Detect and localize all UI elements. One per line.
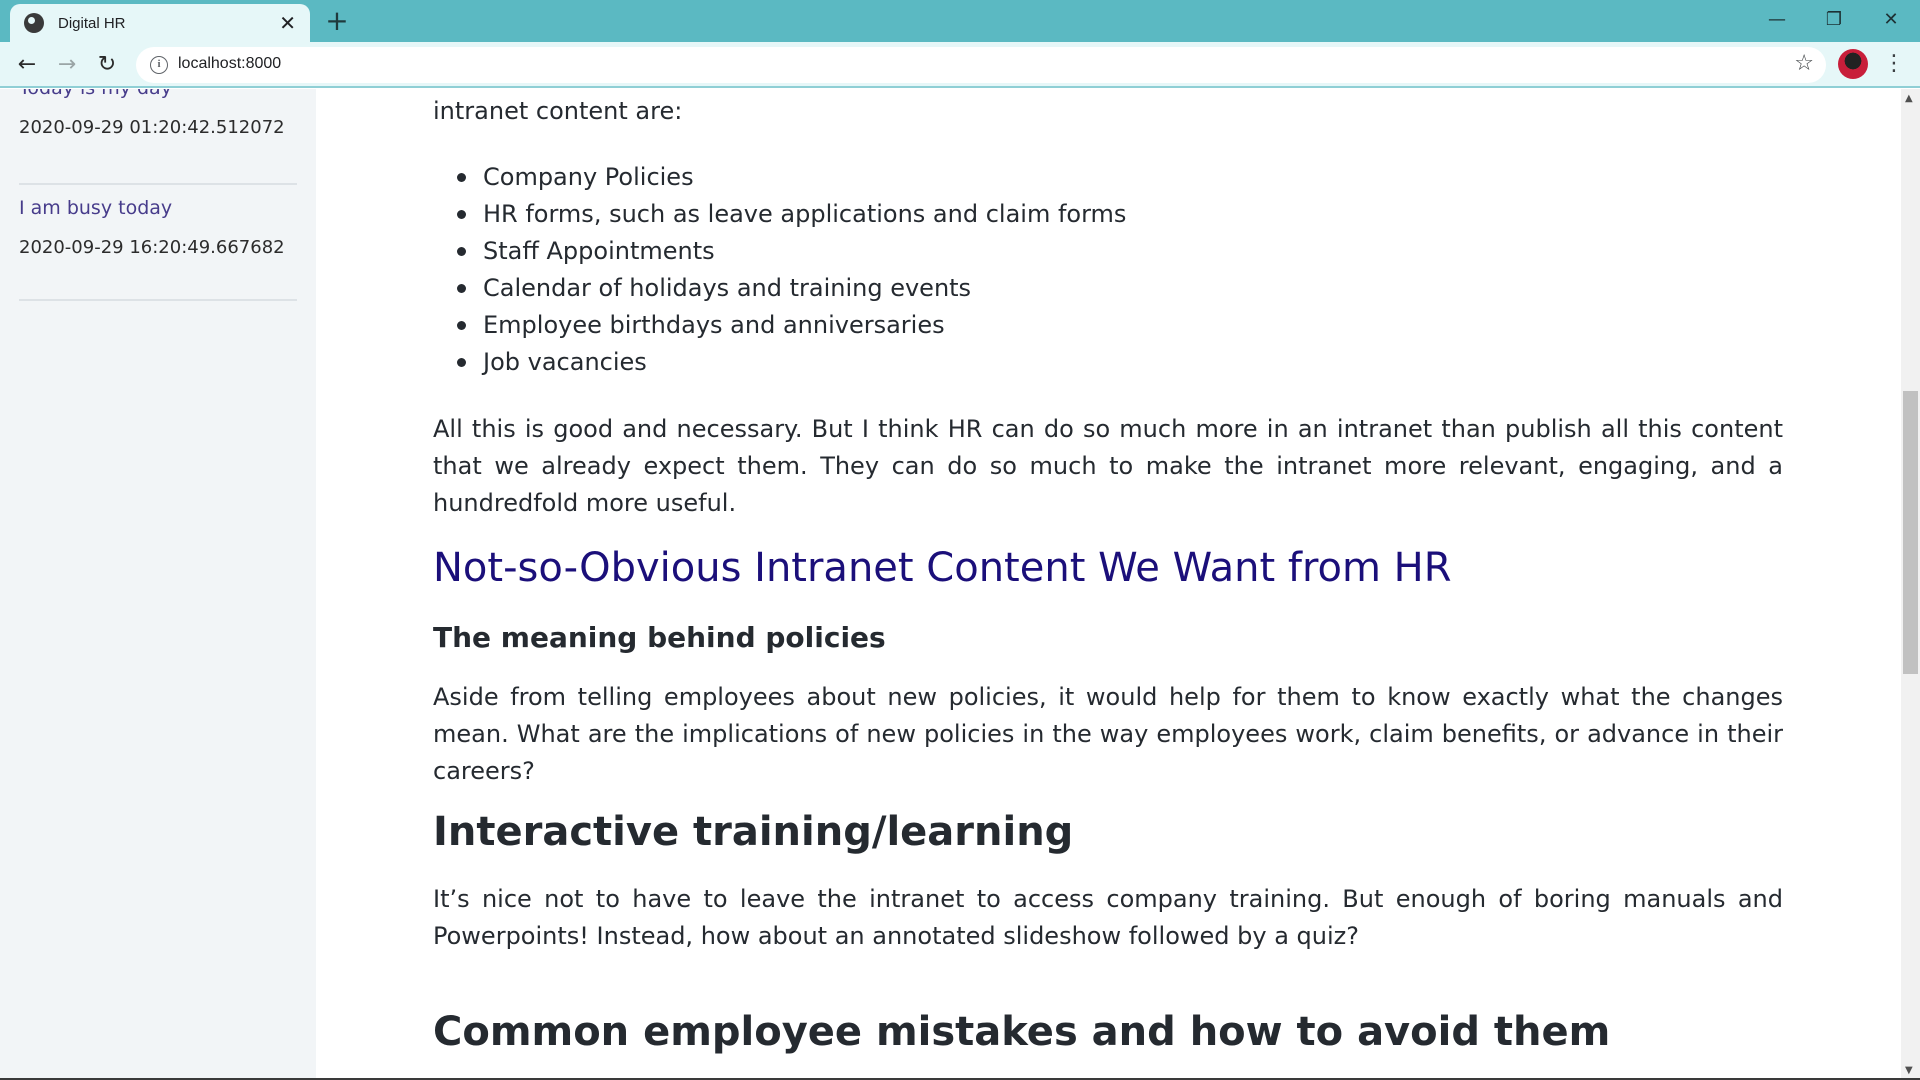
sidebar-post: Today is my day 2020-09-29 01:20:42.5120… — [19, 89, 297, 185]
page-viewport: Today is my day 2020-09-29 01:20:42.5120… — [0, 89, 1920, 1080]
list-item: Staff Appointments — [433, 233, 1126, 270]
content-list: Company Policies HR forms, such as leave… — [433, 159, 1126, 381]
section-heading: Interactive training/learning — [433, 809, 1074, 855]
section-heading: Common employee mistakes and how to avoi… — [433, 1009, 1611, 1055]
sidebar: Today is my day 2020-09-29 01:20:42.5120… — [0, 89, 316, 1080]
back-button[interactable]: ← — [17, 52, 37, 77]
body-paragraph: All this is good and necessary. But I th… — [433, 415, 1783, 517]
profile-avatar[interactable] — [1838, 49, 1868, 79]
url-text: localhost:8000 — [178, 55, 282, 72]
post-date: 2020-09-29 01:20:42.512072 — [19, 117, 285, 138]
list-item: Employee birthdays and anniversaries — [433, 307, 1126, 344]
window-bottom-edge — [0, 1078, 1920, 1080]
sidebar-post: I am busy today 2020-09-29 16:20:49.6676… — [19, 197, 297, 301]
section-heading: Not-so-Obvious Intranet Content We Want … — [433, 545, 1452, 591]
close-tab-icon[interactable]: ✕ — [279, 11, 296, 35]
list-item: Calendar of holidays and training events — [433, 270, 1126, 307]
post-date: 2020-09-29 16:20:49.667682 — [19, 237, 285, 258]
minimize-button[interactable]: — — [1768, 9, 1786, 30]
tab-title: Digital HR — [58, 14, 126, 32]
scrollbar-thumb[interactable] — [1903, 391, 1918, 674]
body-paragraph: Aside from telling employees about new p… — [433, 683, 1783, 785]
restore-button[interactable]: ❐ — [1825, 9, 1843, 30]
new-tab-button[interactable]: + — [325, 4, 349, 37]
intro-paragraph: intranet content are: — [433, 97, 683, 125]
list-item: HR forms, such as leave applications and… — [433, 196, 1126, 233]
bookmark-star-icon[interactable]: ☆ — [1794, 51, 1814, 76]
address-bar[interactable]: i localhost:8000 ☆ — [136, 47, 1826, 83]
globe-icon — [24, 13, 44, 33]
tab-strip: Digital HR ✕ + — ❐ ✕ — [0, 0, 1920, 42]
scroll-down-arrow-icon[interactable]: ▼ — [1905, 1065, 1913, 1076]
subsection-heading: The meaning behind policies — [433, 621, 886, 654]
scroll-up-arrow-icon[interactable]: ▲ — [1905, 93, 1913, 104]
browser-menu-icon[interactable]: ⋮ — [1883, 51, 1905, 76]
body-paragraph: It’s nice not to have to leave the intra… — [433, 885, 1783, 950]
list-item: Company Policies — [433, 159, 1126, 196]
vertical-scrollbar[interactable]: ▲ ▼ — [1901, 89, 1920, 1080]
list-item: Job vacancies — [433, 344, 1126, 381]
site-info-icon[interactable]: i — [150, 56, 168, 74]
reload-button[interactable]: ↻ — [97, 52, 117, 77]
post-title-link[interactable]: Today is my day — [19, 89, 172, 99]
post-title-link[interactable]: I am busy today — [19, 197, 173, 219]
browser-toolbar: ← → ↻ i localhost:8000 ☆ ⋮ — [0, 42, 1920, 88]
forward-button[interactable]: → — [57, 52, 77, 77]
close-window-button[interactable]: ✕ — [1883, 9, 1899, 30]
browser-tab[interactable]: Digital HR ✕ — [10, 4, 310, 42]
